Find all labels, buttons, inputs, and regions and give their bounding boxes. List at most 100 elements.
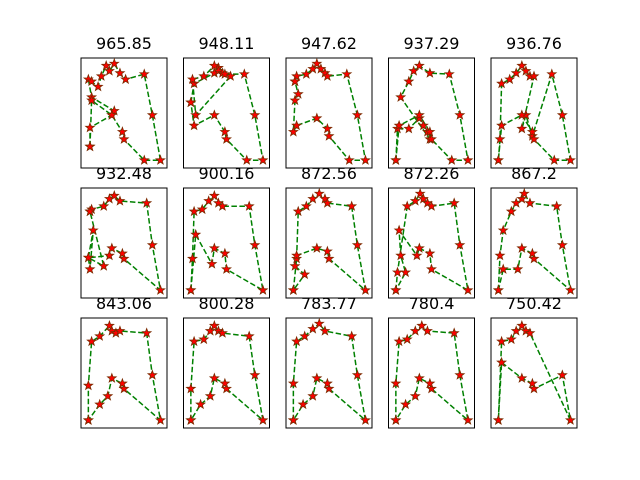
city-marker <box>190 228 202 240</box>
panel-8: 872.56 <box>285 164 373 299</box>
city-marker <box>319 325 331 336</box>
city-marker <box>98 200 110 211</box>
city-marker <box>208 189 220 201</box>
city-marker <box>300 68 312 79</box>
city-marker <box>403 75 415 87</box>
city-marker <box>409 195 421 206</box>
city-marker <box>198 70 210 81</box>
city-marker <box>196 203 208 215</box>
city-marker <box>359 154 371 165</box>
panel-13: 783.77 <box>285 294 373 429</box>
city-marker <box>426 382 437 394</box>
city-marker <box>146 239 158 250</box>
city-marker <box>496 119 508 131</box>
city-marker <box>424 247 436 259</box>
city-marker <box>241 154 253 165</box>
city-marker <box>221 133 232 144</box>
city-marker <box>516 372 528 383</box>
city-marker <box>311 242 323 253</box>
panel-10: 867.2 <box>490 164 578 299</box>
panel-title: 780.4 <box>409 294 455 313</box>
city-marker <box>528 382 540 394</box>
city-marker <box>114 325 126 336</box>
city-marker <box>307 323 319 334</box>
city-marker <box>319 193 331 204</box>
panel-title: 947.62 <box>301 34 357 53</box>
city-marker <box>138 68 150 79</box>
city-marker <box>494 249 506 261</box>
city-marker <box>195 398 207 410</box>
city-marker <box>299 268 311 280</box>
city-marker <box>118 382 130 394</box>
city-marker <box>291 70 303 81</box>
city-marker <box>414 187 426 199</box>
city-marker <box>103 249 115 261</box>
city-marker <box>454 109 466 120</box>
city-marker <box>289 260 301 271</box>
city-marker <box>243 200 255 211</box>
city-marker <box>219 377 231 389</box>
city-marker <box>395 249 407 261</box>
city-marker <box>141 327 153 338</box>
city-marker <box>221 382 232 394</box>
panel-15: 750.42 <box>490 294 578 429</box>
city-marker <box>400 398 412 410</box>
city-marker <box>424 377 436 389</box>
city-marker <box>291 335 303 347</box>
city-marker <box>120 73 132 85</box>
city-marker <box>87 224 99 236</box>
city-marker <box>426 200 437 211</box>
city-marker <box>492 414 504 425</box>
city-marker <box>146 109 158 120</box>
city-marker <box>512 263 524 274</box>
city-marker <box>292 88 304 99</box>
city-marker <box>86 75 98 87</box>
city-marker <box>409 325 421 336</box>
city-marker <box>359 284 371 295</box>
city-marker <box>84 121 96 133</box>
city-marker <box>287 284 299 295</box>
city-marker <box>204 390 216 401</box>
city-marker <box>257 284 269 295</box>
city-marker <box>299 330 311 341</box>
city-marker <box>526 126 538 137</box>
city-marker <box>516 193 528 204</box>
panel-14: 780.4 <box>388 294 475 429</box>
city-marker <box>413 242 425 253</box>
city-marker <box>446 154 458 165</box>
city-marker <box>516 319 528 331</box>
city-marker <box>516 122 528 134</box>
city-marker <box>505 333 517 345</box>
panel-title: 872.56 <box>301 164 357 183</box>
city-marker <box>94 398 106 410</box>
city-marker <box>462 414 474 425</box>
city-marker <box>454 239 466 250</box>
city-marker <box>496 77 508 89</box>
panel-frame <box>183 317 270 429</box>
city-marker <box>146 369 158 380</box>
city-marker <box>154 414 166 425</box>
city-marker <box>221 263 232 274</box>
city-marker <box>504 73 516 85</box>
city-marker <box>106 242 118 253</box>
city-marker <box>346 200 358 211</box>
city-marker <box>188 205 200 217</box>
city-marker <box>424 67 436 78</box>
city-marker <box>409 390 421 401</box>
panel-title: 872.26 <box>404 164 460 183</box>
city-marker <box>249 369 261 380</box>
panel-frame <box>490 187 578 299</box>
city-marker <box>505 205 517 217</box>
city-marker <box>390 154 402 165</box>
city-marker <box>291 119 303 131</box>
panel-frame <box>285 317 373 429</box>
city-marker <box>116 126 128 137</box>
city-marker <box>190 109 202 120</box>
city-marker <box>307 193 319 204</box>
city-marker <box>556 369 568 380</box>
city-marker <box>292 205 304 217</box>
city-marker <box>343 154 355 165</box>
city-marker <box>556 109 568 120</box>
city-marker <box>300 200 312 211</box>
